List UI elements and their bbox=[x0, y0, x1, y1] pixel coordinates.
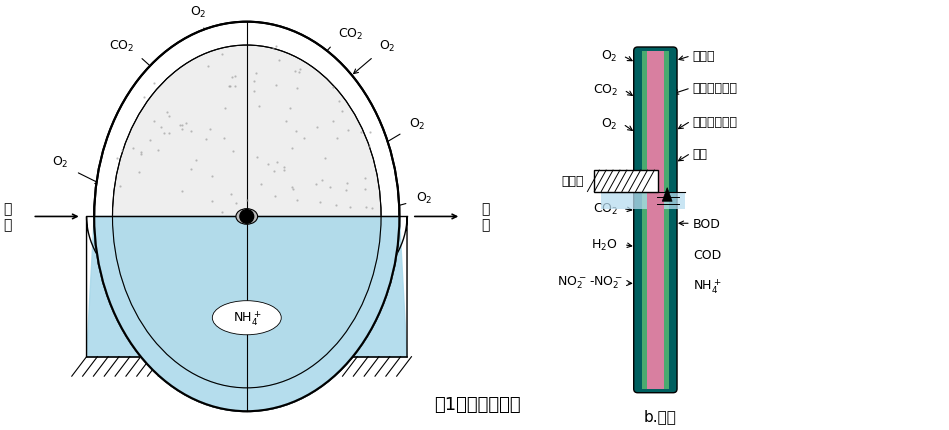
Bar bbox=[642, 52, 669, 389]
Text: CO$_2$: CO$_2$ bbox=[593, 202, 618, 217]
Text: O$_2$: O$_2$ bbox=[379, 38, 396, 53]
Ellipse shape bbox=[236, 209, 257, 225]
Ellipse shape bbox=[113, 46, 381, 388]
Text: NO$_2^-$: NO$_2^-$ bbox=[557, 274, 586, 290]
Text: CO$_2$: CO$_2$ bbox=[338, 27, 363, 42]
Text: 圆板体: 圆板体 bbox=[693, 50, 716, 63]
Bar bbox=[594, 171, 659, 192]
Bar bbox=[646, 52, 664, 389]
Ellipse shape bbox=[213, 301, 281, 335]
Polygon shape bbox=[94, 217, 400, 411]
Text: 液膜: 液膜 bbox=[693, 147, 708, 160]
Text: O$_2$: O$_2$ bbox=[190, 6, 206, 21]
Text: BOD: BOD bbox=[198, 265, 226, 278]
Text: CO$_2$: CO$_2$ bbox=[109, 38, 135, 53]
Text: O$_2$: O$_2$ bbox=[416, 190, 432, 205]
Bar bbox=[602, 192, 685, 209]
Text: COD: COD bbox=[272, 265, 300, 278]
Text: CO$_2$: CO$_2$ bbox=[593, 83, 618, 98]
Text: COD: COD bbox=[693, 249, 721, 261]
Text: O$_2$: O$_2$ bbox=[602, 117, 618, 132]
Text: 好气性生物膜: 好气性生物膜 bbox=[693, 115, 737, 128]
Text: 中心轴: 中心轴 bbox=[561, 175, 584, 188]
Text: NH$_4^+$: NH$_4^+$ bbox=[693, 276, 721, 295]
Polygon shape bbox=[86, 217, 407, 411]
Text: a. 侧面: a. 侧面 bbox=[228, 378, 266, 393]
Text: 流
入: 流 入 bbox=[4, 202, 12, 232]
Text: NH$_4^+$: NH$_4^+$ bbox=[233, 309, 261, 327]
Text: -NO$_2^-$: -NO$_2^-$ bbox=[589, 274, 632, 290]
Polygon shape bbox=[662, 188, 672, 202]
Circle shape bbox=[240, 210, 253, 224]
Text: 图1生物转盘原理: 图1生物转盘原理 bbox=[434, 396, 520, 414]
FancyBboxPatch shape bbox=[634, 48, 677, 393]
Text: O$_2$: O$_2$ bbox=[52, 155, 69, 170]
Ellipse shape bbox=[94, 23, 400, 411]
Text: BOD: BOD bbox=[693, 217, 720, 230]
Text: O$_2$: O$_2$ bbox=[602, 49, 618, 64]
Text: H$_2$O: H$_2$O bbox=[591, 238, 618, 253]
Text: 生物膜: 生物膜 bbox=[232, 134, 262, 152]
Text: 流
出: 流 出 bbox=[481, 202, 490, 232]
Text: 厌气性生物膜: 厌气性生物膜 bbox=[693, 82, 737, 95]
Text: b.断面: b.断面 bbox=[643, 408, 677, 424]
Text: O$_2$: O$_2$ bbox=[409, 116, 426, 131]
